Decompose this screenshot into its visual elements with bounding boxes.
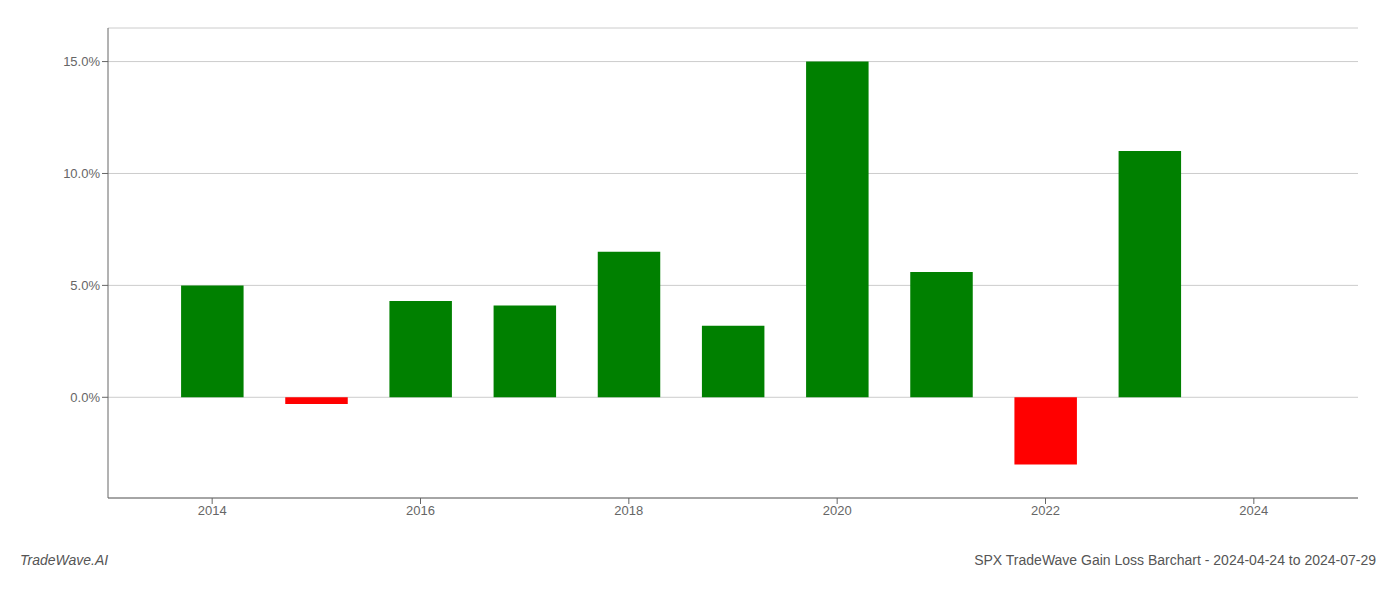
svg-text:10.0%: 10.0% (63, 166, 100, 181)
svg-text:2016: 2016 (406, 503, 435, 518)
svg-text:5.0%: 5.0% (70, 278, 100, 293)
svg-text:2018: 2018 (614, 503, 643, 518)
svg-text:2020: 2020 (823, 503, 852, 518)
svg-text:2014: 2014 (198, 503, 227, 518)
html-text:TradeWave.AI: TradeWave.AI (20, 552, 109, 568)
svg-text:2022: 2022 (1031, 503, 1060, 518)
svg-text:2024: 2024 (1239, 503, 1268, 518)
svg-text:0.0%: 0.0% (70, 390, 100, 405)
html-text:SPX TradeWave Gain Loss Barcha: SPX TradeWave Gain Loss Barchart - 2024-… (974, 552, 1376, 568)
svg-text:15.0%: 15.0% (63, 54, 100, 69)
